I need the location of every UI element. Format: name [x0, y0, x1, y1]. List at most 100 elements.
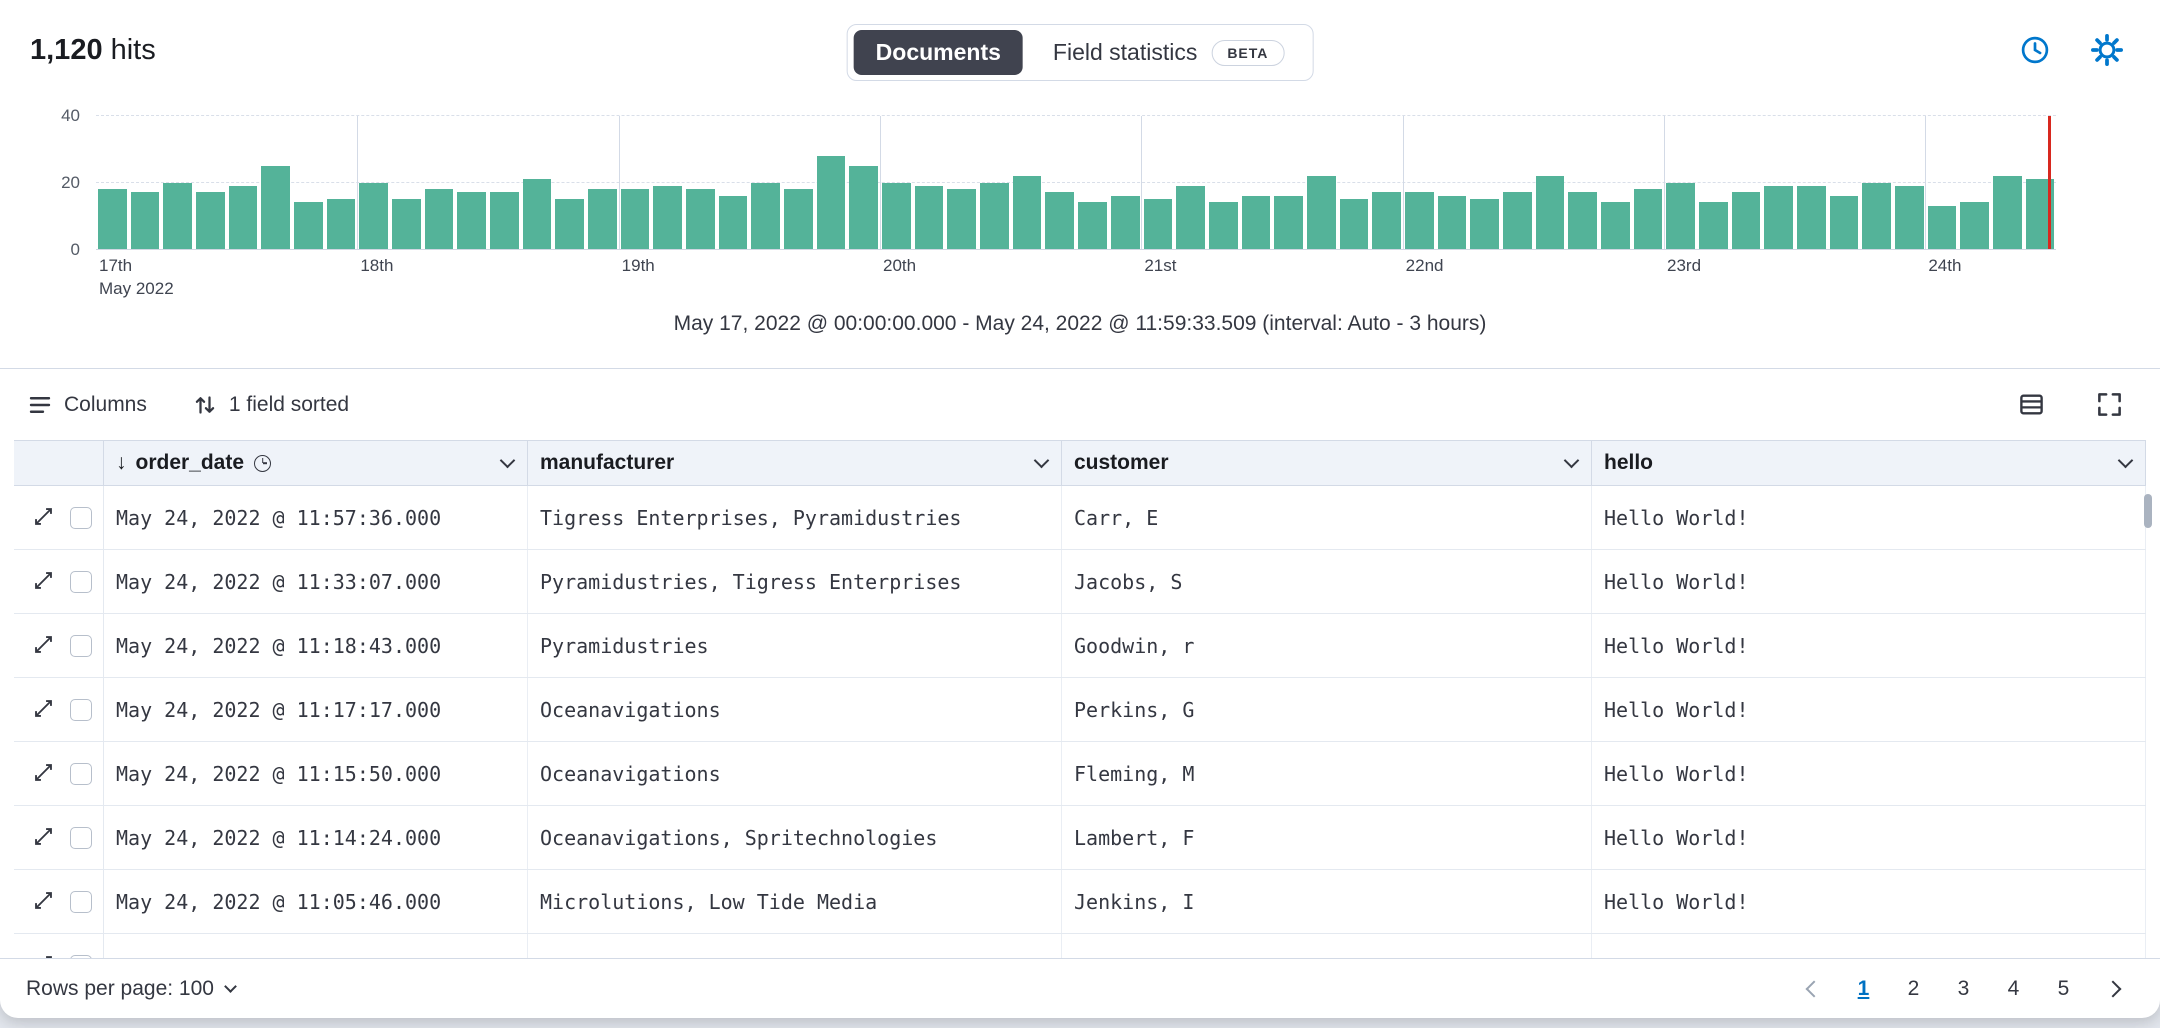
- histogram-bar[interactable]: [98, 189, 127, 249]
- histogram-bar[interactable]: [653, 185, 683, 249]
- cell-manufacturer[interactable]: Pyramidustries, Tigress Enterprises: [528, 550, 1062, 613]
- fullscreen-icon[interactable]: [2086, 382, 2132, 428]
- histogram-bar[interactable]: [1372, 192, 1401, 249]
- histogram-bar[interactable]: [1666, 182, 1695, 249]
- row-checkbox[interactable]: [70, 634, 92, 657]
- histogram-bar[interactable]: [588, 189, 617, 249]
- expand-row-icon[interactable]: [30, 889, 56, 915]
- histogram-bar[interactable]: [1241, 195, 1271, 249]
- histogram-bar[interactable]: [1306, 175, 1336, 249]
- expand-row-icon[interactable]: [30, 505, 56, 531]
- histogram-bar[interactable]: [1045, 192, 1075, 249]
- histogram-bar[interactable]: [522, 179, 552, 249]
- cell-manufacturer[interactable]: Tigress Enterprises, Pyramidustries: [528, 486, 1062, 549]
- expand-row-icon[interactable]: [30, 953, 56, 958]
- histogram-bar[interactable]: [882, 182, 911, 249]
- histogram-bar[interactable]: [686, 189, 715, 249]
- histogram-bar[interactable]: [1960, 202, 1989, 249]
- histogram-bar[interactable]: [163, 182, 193, 249]
- cell-customer[interactable]: Lambert, F: [1062, 806, 1592, 869]
- cell-customer[interactable]: Jacobs, S: [1062, 550, 1592, 613]
- histogram-bar[interactable]: [294, 202, 323, 249]
- histogram-bar[interactable]: [457, 192, 487, 249]
- histogram-bar[interactable]: [1894, 185, 1924, 249]
- cell-order_date[interactable]: May 24, 2022 @ 11:57:36.000: [104, 486, 528, 549]
- histogram-bar[interactable]: [1470, 199, 1499, 249]
- histogram-bar[interactable]: [1796, 185, 1826, 249]
- cell-manufacturer[interactable]: Oceanavigations, Spritechnologies: [528, 806, 1062, 869]
- history-clock-icon[interactable]: [2012, 27, 2058, 73]
- histogram-bar[interactable]: [1698, 202, 1728, 249]
- page-button-3[interactable]: 3: [1942, 968, 1985, 1010]
- chevron-down-icon[interactable]: [1033, 452, 1050, 469]
- histogram-bar[interactable]: [490, 192, 519, 249]
- histogram-bar[interactable]: [1568, 192, 1597, 249]
- row-checkbox[interactable]: [70, 506, 92, 529]
- histogram-bar[interactable]: [228, 185, 258, 249]
- histogram-bar[interactable]: [196, 192, 225, 249]
- rows-per-page-button[interactable]: Rows per page: 100: [26, 977, 237, 1001]
- page-button-1[interactable]: 1: [1842, 968, 1885, 1010]
- chevron-down-icon[interactable]: [499, 452, 516, 469]
- columns-button[interactable]: Columns: [28, 393, 147, 417]
- histogram-bar[interactable]: [424, 189, 454, 249]
- histogram-bar[interactable]: [392, 199, 421, 249]
- cell-order_date[interactable]: [104, 934, 528, 958]
- cell-hello[interactable]: Hello World!: [1592, 550, 2146, 613]
- row-checkbox[interactable]: [70, 955, 92, 958]
- cell-manufacturer[interactable]: Oceanavigations: [528, 678, 1062, 741]
- histogram-bar[interactable]: [1078, 202, 1107, 249]
- histogram-bar[interactable]: [1404, 192, 1434, 249]
- column-header-order_date[interactable]: ↓ order_date: [104, 441, 528, 485]
- cell-hello[interactable]: Hello World!: [1592, 614, 2146, 677]
- expand-row-icon[interactable]: [30, 697, 56, 723]
- cell-customer[interactable]: Carr, E: [1062, 486, 1592, 549]
- histogram-bar[interactable]: [1927, 205, 1957, 249]
- histogram-bar[interactable]: [1176, 185, 1205, 249]
- tab-documents[interactable]: Documents: [853, 30, 1023, 75]
- histogram-bar[interactable]: [130, 192, 160, 249]
- histogram-bar[interactable]: [1829, 195, 1859, 249]
- histogram-bar[interactable]: [1633, 189, 1663, 249]
- histogram-bar[interactable]: [1535, 175, 1565, 249]
- histogram-bar[interactable]: [784, 189, 813, 249]
- histogram-bar[interactable]: [914, 185, 944, 249]
- expand-row-icon[interactable]: [30, 569, 56, 595]
- cell-hello[interactable]: [1592, 934, 2146, 958]
- histogram-bar[interactable]: [1143, 199, 1173, 249]
- histogram-bar[interactable]: [261, 165, 291, 249]
- cell-hello[interactable]: Hello World!: [1592, 742, 2146, 805]
- cell-customer[interactable]: Perkins, G: [1062, 678, 1592, 741]
- histogram-bar[interactable]: [1600, 202, 1630, 249]
- cell-hello[interactable]: Hello World!: [1592, 806, 2146, 869]
- vertical-scrollbar-thumb[interactable]: [2144, 494, 2152, 528]
- cell-manufacturer[interactable]: Microlutions, Low Tide Media: [528, 870, 1062, 933]
- expand-row-icon[interactable]: [30, 761, 56, 787]
- histogram-bar[interactable]: [1862, 182, 1891, 249]
- histogram-bar[interactable]: [359, 182, 389, 249]
- histogram-bar[interactable]: [751, 182, 781, 249]
- histogram-bar[interactable]: [980, 182, 1009, 249]
- sorted-fields-button[interactable]: 1 field sorted: [193, 393, 349, 417]
- histogram-bar[interactable]: [1437, 195, 1467, 249]
- cell-hello[interactable]: Hello World!: [1592, 678, 2146, 741]
- next-page-button[interactable]: [2092, 968, 2134, 1010]
- histogram-bar[interactable]: [1208, 202, 1238, 249]
- histogram-bar[interactable]: [620, 189, 650, 249]
- display-density-icon[interactable]: [2008, 382, 2054, 428]
- cell-manufacturer[interactable]: [528, 934, 1062, 958]
- cell-customer[interactable]: [1062, 934, 1592, 958]
- row-checkbox[interactable]: [70, 762, 92, 785]
- histogram-bar[interactable]: [1764, 185, 1793, 249]
- cell-order_date[interactable]: May 24, 2022 @ 11:33:07.000: [104, 550, 528, 613]
- cell-manufacturer[interactable]: Pyramidustries: [528, 614, 1062, 677]
- row-checkbox[interactable]: [70, 826, 92, 849]
- chevron-down-icon[interactable]: [2117, 452, 2134, 469]
- cell-manufacturer[interactable]: Oceanavigations: [528, 742, 1062, 805]
- cell-hello[interactable]: Hello World!: [1592, 486, 2146, 549]
- column-header-hello[interactable]: hello: [1592, 441, 2146, 485]
- cell-customer[interactable]: Jenkins, I: [1062, 870, 1592, 933]
- tab-field-statistics[interactable]: Field statistics BETA: [1031, 30, 1306, 75]
- column-header-customer[interactable]: customer: [1062, 441, 1592, 485]
- page-button-4[interactable]: 4: [1992, 968, 2035, 1010]
